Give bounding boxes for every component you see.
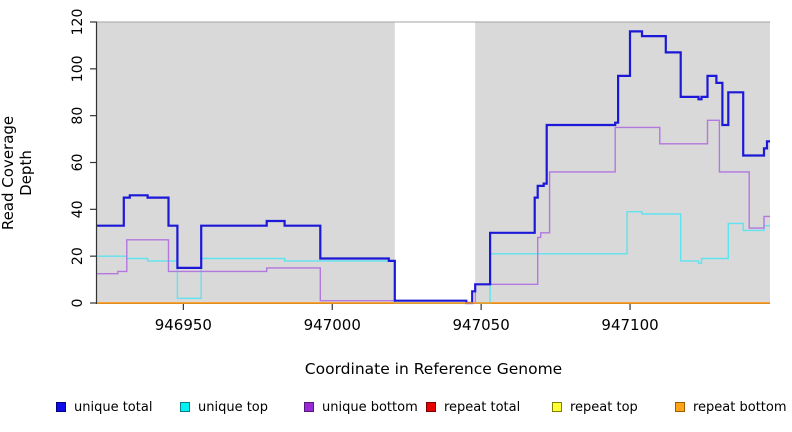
legend-swatch-repeat-bottom	[675, 402, 685, 412]
series-unique-bottom	[97, 119, 770, 304]
legend-swatch-repeat-top	[552, 402, 562, 412]
legend-swatch-repeat-total	[426, 402, 436, 412]
x-tick-label: 947000	[304, 316, 361, 334]
legend-label: unique total	[74, 399, 153, 415]
masked-region	[394, 22, 476, 303]
legend-label: unique bottom	[322, 399, 418, 415]
legend: unique total unique top unique bottom repea…	[0, 399, 792, 419]
y-axis-title: Read Coverage Depth	[0, 115, 35, 231]
legend-item-repeat-top: repeat top	[552, 399, 638, 415]
legend-label: repeat bottom	[693, 399, 787, 415]
y-tick-label: 100	[70, 55, 86, 82]
y-tick-label: 60	[70, 154, 86, 172]
legend-label: repeat total	[444, 399, 521, 415]
legend-label: unique top	[198, 399, 269, 415]
y-tick-label: 120	[70, 9, 86, 36]
x-tick-label: 946950	[155, 316, 212, 334]
y-tick-label: 80	[70, 107, 86, 125]
x-axis-title: Coordinate in Reference Genome	[304, 360, 563, 378]
x-tick-label: 947100	[601, 316, 658, 334]
legend-item-repeat-total: repeat total	[426, 399, 520, 415]
y-tick-label: 20	[70, 247, 86, 265]
legend-item-unique-bottom: unique bottom	[304, 399, 418, 415]
legend-swatch-unique-total	[56, 402, 66, 412]
legend-label: repeat top	[570, 399, 638, 415]
legend-item-unique-total: unique total	[56, 399, 152, 415]
x-tick-label: 947050	[453, 316, 510, 334]
legend-item-unique-top: unique top	[180, 399, 268, 415]
legend-swatch-unique-bottom	[304, 402, 314, 412]
legend-swatch-unique-top	[180, 402, 190, 412]
y-tick-label: 0	[70, 299, 86, 308]
legend-item-repeat-bottom: repeat bottom	[675, 399, 787, 415]
series-unique-total	[97, 30, 770, 305]
y-tick-label: 40	[70, 200, 86, 218]
